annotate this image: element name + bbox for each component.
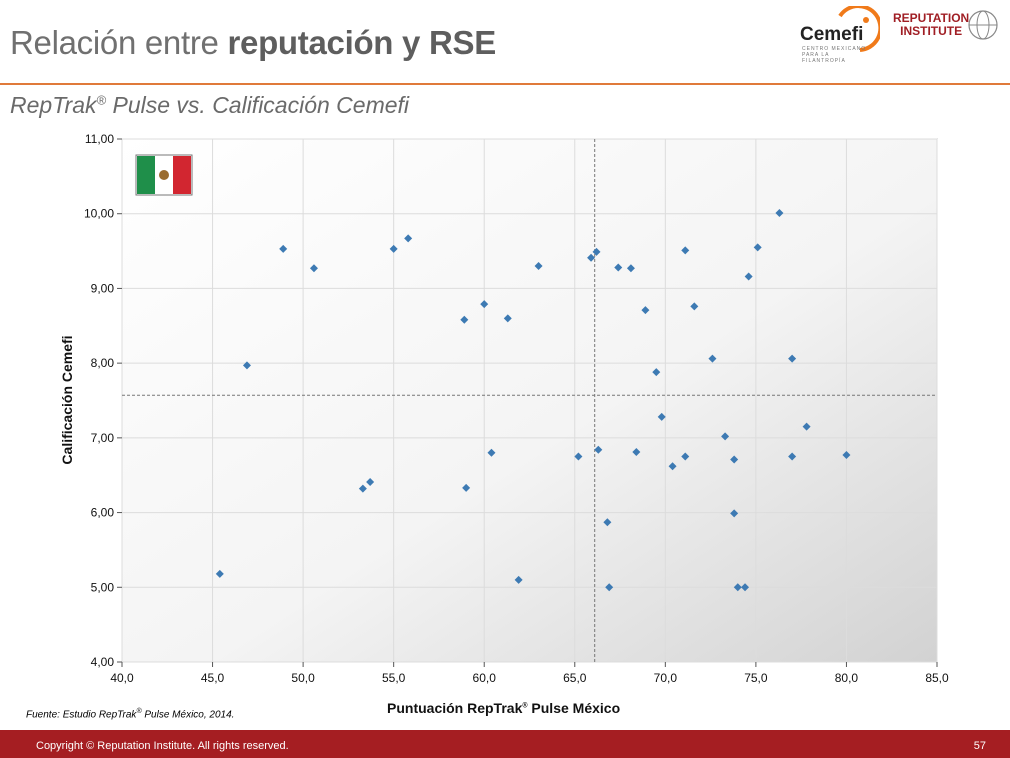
data-point bbox=[681, 246, 690, 255]
y-tick-label: 6,00 bbox=[91, 506, 115, 520]
x-tick-label: 50,0 bbox=[291, 671, 315, 685]
data-point bbox=[309, 264, 318, 273]
globe-icon bbox=[968, 10, 998, 40]
data-point bbox=[788, 354, 797, 363]
eagle-emblem-icon bbox=[159, 170, 169, 180]
cemefi-tagline: CENTRO MEXICANO PARA LA FILANTROPÍA bbox=[802, 46, 867, 64]
data-point bbox=[730, 509, 739, 518]
plot-area bbox=[121, 138, 938, 663]
data-point bbox=[802, 422, 811, 431]
reputation-institute-logo: REPUTATION INSTITUTE bbox=[893, 12, 969, 38]
page-number: 57 bbox=[973, 740, 986, 752]
data-point bbox=[668, 462, 677, 471]
header-divider bbox=[0, 83, 1010, 85]
data-point bbox=[775, 208, 784, 217]
subtitle-rest: Pulse vs. Calificación Cemefi bbox=[106, 92, 410, 118]
source-rest: Pulse México, 2014. bbox=[141, 709, 235, 721]
data-point bbox=[730, 455, 739, 464]
y-tick-label: 9,00 bbox=[91, 281, 115, 295]
data-point bbox=[741, 583, 750, 592]
data-point bbox=[503, 314, 512, 323]
data-point bbox=[632, 448, 641, 457]
x-tick-label: 60,0 bbox=[473, 671, 497, 685]
data-point bbox=[480, 300, 489, 309]
title-regular: Relación entre bbox=[10, 24, 228, 61]
footer-bar: Copyright © Reputation Institute. All ri… bbox=[0, 730, 1010, 758]
x-tick-label: 70,0 bbox=[654, 671, 678, 685]
registered-mark: ® bbox=[96, 92, 107, 108]
ri-line2: INSTITUTE bbox=[900, 24, 963, 38]
page-title: Relación entre reputación y RSE bbox=[10, 24, 496, 62]
mexico-flag bbox=[135, 154, 193, 196]
data-point bbox=[514, 575, 523, 584]
ri-line1: REPUTATION bbox=[893, 11, 970, 25]
x-tick-label: 80,0 bbox=[835, 671, 859, 685]
data-point bbox=[366, 477, 375, 486]
y-tick-label: 10,00 bbox=[84, 207, 114, 221]
y-tick-label: 7,00 bbox=[91, 431, 115, 445]
copyright-text: Copyright © Reputation Institute. All ri… bbox=[36, 740, 289, 752]
data-point bbox=[460, 315, 469, 324]
data-point bbox=[614, 263, 623, 272]
data-point bbox=[744, 272, 753, 281]
y-axis-label: Calificación Cemefi bbox=[59, 335, 75, 464]
data-point bbox=[788, 452, 797, 461]
source-note: Fuente: Estudio RepTrak® Pulse México, 2… bbox=[26, 708, 234, 720]
data-point bbox=[842, 451, 851, 460]
data-point bbox=[487, 448, 496, 457]
cemefi-logo: Cemefi CENTRO MEXICANO PARA LA FILANTROP… bbox=[800, 6, 880, 64]
data-point bbox=[242, 361, 251, 370]
x-axis-label: Puntuación RepTrak® Pulse México bbox=[387, 700, 620, 716]
xlabel-a: Puntuación RepTrak bbox=[387, 700, 523, 716]
data-point bbox=[721, 432, 730, 441]
data-point bbox=[641, 306, 650, 315]
data-point bbox=[652, 368, 661, 377]
y-tick-label: 11,00 bbox=[85, 132, 114, 146]
data-point bbox=[733, 583, 742, 592]
data-point bbox=[574, 452, 583, 461]
data-point bbox=[690, 302, 699, 311]
title-bold: reputación y RSE bbox=[227, 24, 496, 61]
x-tick-label: 65,0 bbox=[563, 671, 587, 685]
data-point bbox=[534, 262, 543, 271]
data-point bbox=[587, 253, 596, 262]
y-tick-label: 4,00 bbox=[91, 655, 115, 669]
data-point bbox=[279, 244, 288, 253]
x-tick-label: 75,0 bbox=[744, 671, 768, 685]
data-point bbox=[603, 518, 612, 527]
data-point bbox=[462, 483, 471, 492]
data-point bbox=[708, 354, 717, 363]
data-point bbox=[404, 234, 413, 243]
data-point bbox=[753, 243, 762, 252]
y-tick-label: 8,00 bbox=[91, 356, 115, 370]
data-point bbox=[389, 244, 398, 253]
data-point bbox=[626, 264, 635, 273]
cemefi-wordmark: Cemefi bbox=[800, 24, 864, 45]
cemefi-arc-icon bbox=[838, 6, 880, 52]
data-point bbox=[594, 445, 603, 454]
data-point bbox=[215, 569, 224, 578]
x-tick-label: 55,0 bbox=[382, 671, 406, 685]
xlabel-sup: ® bbox=[522, 702, 528, 710]
data-point bbox=[592, 247, 601, 256]
source-sup: ® bbox=[136, 708, 142, 715]
slide-subtitle: RepTrak® Pulse vs. Calificación Cemefi bbox=[10, 92, 409, 119]
data-point bbox=[605, 583, 614, 592]
y-tick-label: 5,00 bbox=[91, 580, 115, 594]
x-tick-label: 85,0 bbox=[925, 671, 949, 685]
xlabel-b: Pulse México bbox=[527, 700, 621, 716]
data-point bbox=[657, 412, 666, 421]
data-point bbox=[358, 484, 367, 493]
subtitle-text: RepTrak bbox=[10, 92, 97, 118]
data-point bbox=[681, 452, 690, 461]
source-text: Fuente: Estudio RepTrak bbox=[26, 709, 137, 721]
x-tick-label: 45,0 bbox=[201, 671, 225, 685]
x-tick-label: 40,0 bbox=[110, 671, 134, 685]
